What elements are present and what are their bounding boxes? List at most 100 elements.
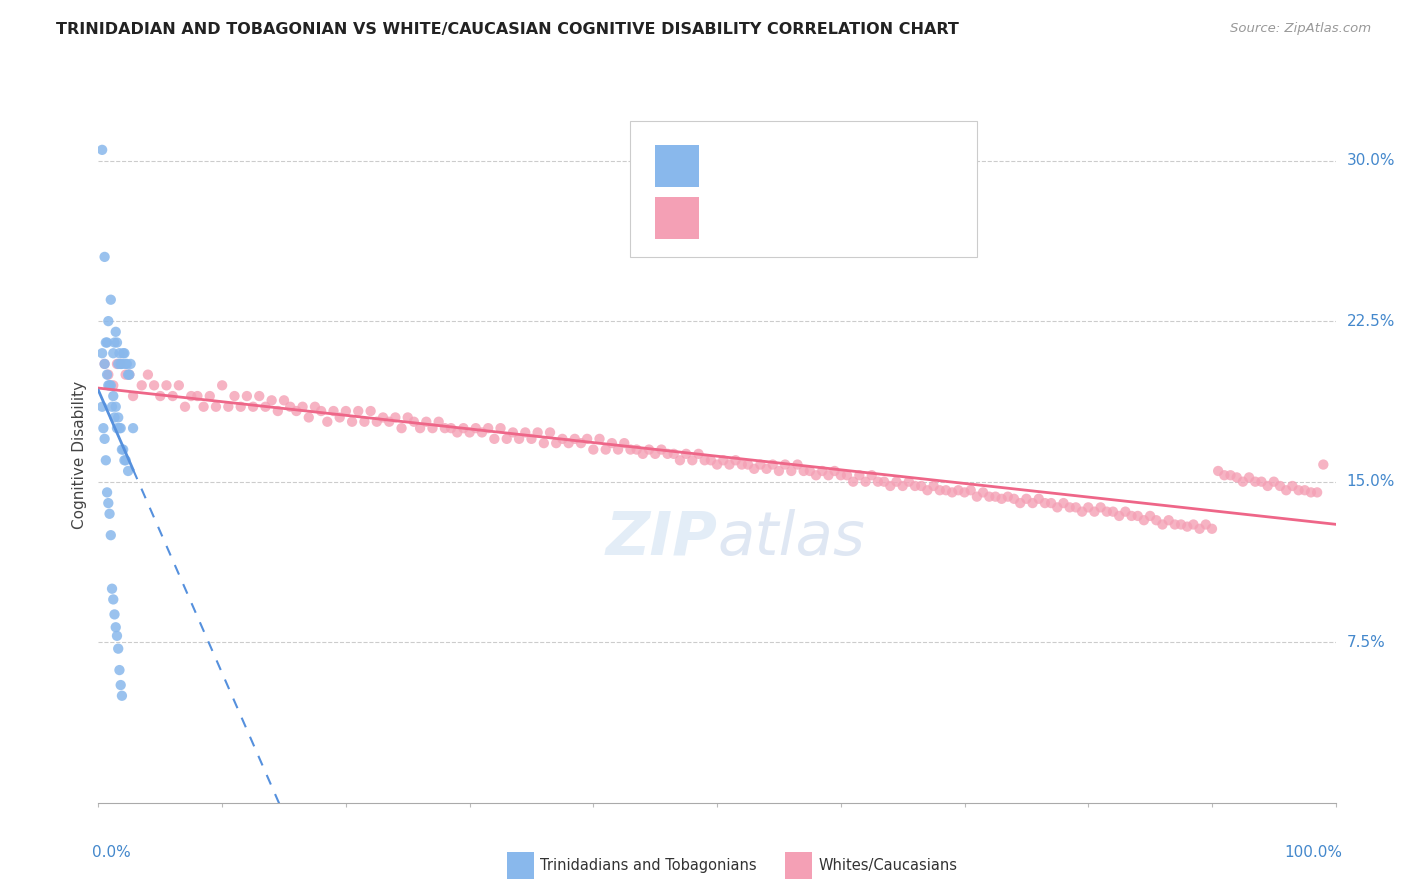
Point: [1281, 479, 1303, 493]
Point: [1071, 505, 1094, 519]
Point: [1182, 517, 1205, 532]
Point: [422, 421, 444, 435]
Point: [155, 378, 177, 392]
Point: [1083, 505, 1105, 519]
Point: [576, 432, 599, 446]
Point: [291, 400, 314, 414]
Point: [105, 335, 128, 350]
Point: [100, 528, 122, 542]
Point: [93, 432, 115, 446]
Point: [103, 389, 125, 403]
Point: [105, 629, 128, 643]
Point: [391, 421, 413, 435]
Point: [111, 442, 134, 457]
Point: [371, 410, 394, 425]
Point: [108, 421, 131, 435]
Point: [910, 479, 932, 493]
Point: [1170, 517, 1192, 532]
Point: [98, 507, 121, 521]
Point: [768, 464, 790, 478]
Point: [650, 442, 672, 457]
Point: [1108, 508, 1130, 523]
Point: [347, 404, 370, 418]
Point: [669, 453, 692, 467]
Point: [613, 436, 636, 450]
Point: [260, 393, 283, 408]
Point: [1219, 468, 1241, 483]
Point: [111, 689, 134, 703]
Point: [1226, 470, 1249, 484]
Point: [1157, 513, 1180, 527]
Point: [1312, 458, 1334, 472]
Point: [193, 400, 215, 414]
Point: [93, 357, 115, 371]
Point: [115, 357, 138, 371]
Point: [120, 357, 142, 371]
Point: [471, 425, 494, 440]
Point: [335, 404, 357, 418]
Point: [526, 425, 548, 440]
Point: [917, 483, 939, 498]
Point: [111, 357, 134, 371]
Point: [897, 475, 920, 489]
Point: [1306, 485, 1329, 500]
Point: [162, 389, 184, 403]
Point: [96, 368, 118, 382]
Point: [688, 447, 710, 461]
Point: [180, 389, 202, 403]
Point: [1188, 522, 1211, 536]
Point: [378, 415, 401, 429]
Point: [304, 400, 326, 414]
Point: [569, 436, 592, 450]
Point: [415, 415, 437, 429]
Text: 0.0%: 0.0%: [93, 845, 131, 860]
Point: [103, 607, 125, 622]
Point: [984, 490, 1007, 504]
Text: Source: ZipAtlas.com: Source: ZipAtlas.com: [1230, 22, 1371, 36]
Point: [103, 378, 125, 392]
Point: [866, 475, 889, 489]
Point: [114, 368, 136, 382]
Point: [94, 335, 117, 350]
Point: [948, 483, 970, 498]
Text: 7.5%: 7.5%: [1347, 635, 1385, 649]
Point: [737, 458, 759, 472]
Point: [1021, 496, 1043, 510]
Point: [1010, 496, 1032, 510]
Point: [675, 447, 697, 461]
Point: [711, 453, 734, 467]
Text: 200: 200: [918, 210, 956, 227]
Text: atlas: atlas: [717, 509, 865, 568]
Point: [600, 436, 623, 450]
Point: [700, 453, 723, 467]
Point: [117, 368, 139, 382]
Point: [830, 468, 852, 483]
Point: [793, 464, 815, 478]
Point: [724, 453, 747, 467]
Point: [1237, 470, 1260, 484]
FancyBboxPatch shape: [630, 121, 977, 257]
Point: [107, 410, 129, 425]
Point: [433, 421, 456, 435]
Point: [186, 389, 208, 403]
Point: [928, 483, 950, 498]
Point: [966, 490, 988, 504]
Point: [104, 400, 127, 414]
Point: [236, 389, 259, 403]
Point: [1102, 505, 1125, 519]
Point: [122, 421, 145, 435]
Point: [112, 346, 135, 360]
Point: [891, 479, 914, 493]
Point: [855, 475, 877, 489]
Point: [329, 410, 352, 425]
Point: [990, 491, 1012, 506]
Point: [103, 346, 125, 360]
Point: [91, 346, 114, 360]
Point: [110, 678, 132, 692]
Point: [755, 462, 778, 476]
Point: [595, 442, 617, 457]
Point: [149, 389, 172, 403]
Point: [1244, 475, 1267, 489]
Point: [835, 468, 858, 483]
Point: [136, 368, 159, 382]
